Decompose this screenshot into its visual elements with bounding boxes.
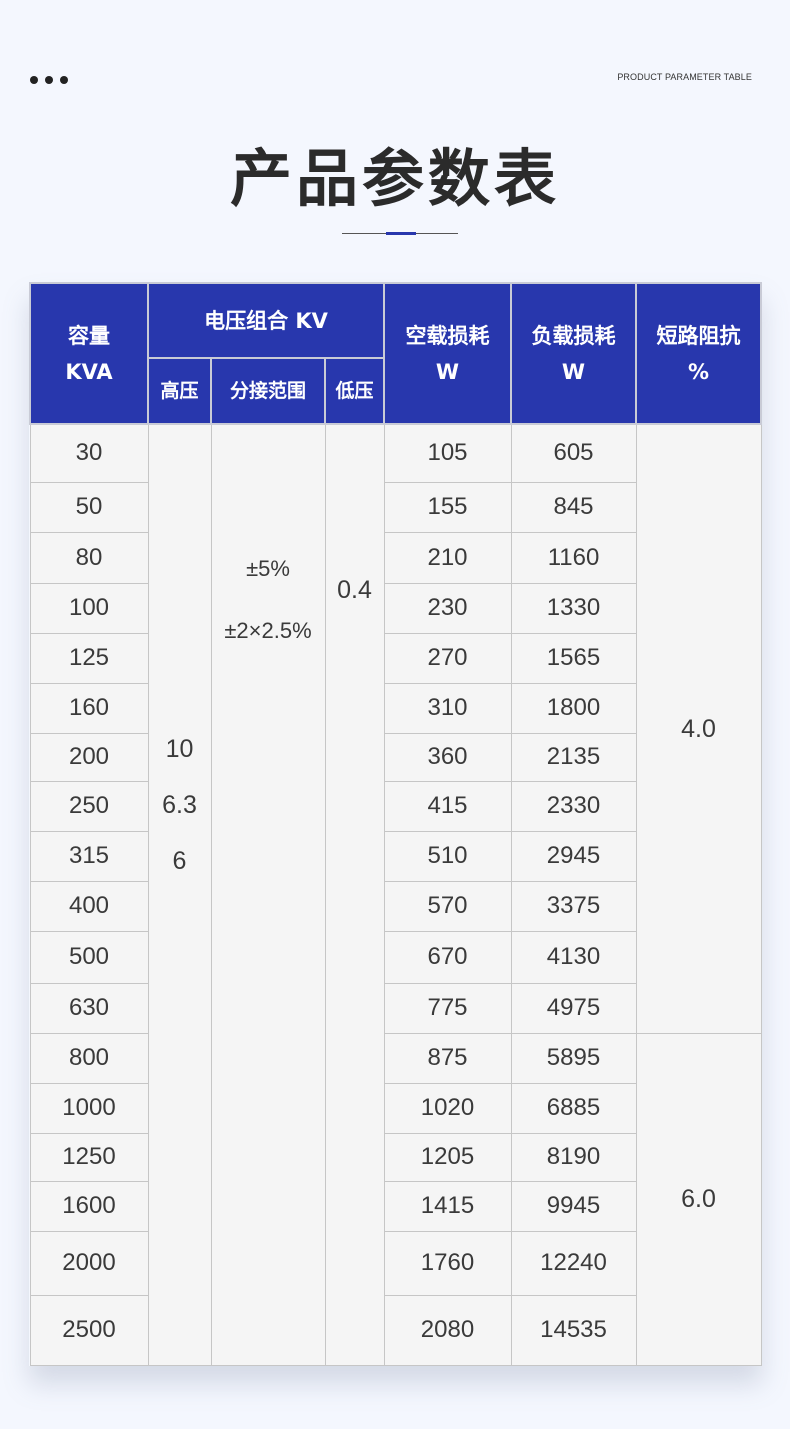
table-row: 100 230 1330 [29, 582, 761, 634]
noload-loss-cell: 415 [383, 780, 512, 832]
noload-loss-cell: 360 [383, 732, 512, 782]
load-loss-cell: 1330 [510, 582, 637, 634]
table-row: 30 10 6.3 6 ±5% ±2×2.5% 0.4 105 605 4.0 [29, 423, 762, 1366]
noload-loss-cell: 775 [383, 982, 512, 1034]
header-capacity: 容量 KVA [29, 282, 149, 425]
noload-loss-cell: 310 [383, 682, 512, 734]
noload-loss-cell: 1205 [383, 1132, 512, 1182]
load-loss-cell: 4975 [510, 982, 637, 1034]
capacity-cell: 125 [29, 632, 149, 684]
table-row: 800 875 5895 6.0 [29, 1032, 762, 1366]
page-subtitle: PRODUCT PARAMETER TABLE [617, 72, 752, 82]
noload-loss-cell: 875 [383, 1032, 512, 1084]
load-loss-cell: 4130 [510, 930, 637, 984]
load-loss-cell: 14535 [510, 1294, 637, 1366]
noload-loss-cell: 570 [383, 880, 512, 932]
capacity-cell: 80 [29, 531, 149, 584]
capacity-cell: 100 [29, 582, 149, 634]
header-voltage-group: 电压组合 KV [147, 282, 385, 359]
noload-loss-cell: 1415 [383, 1180, 512, 1232]
load-loss-cell: 2135 [510, 732, 637, 782]
header-low-voltage: 低压 [324, 357, 385, 425]
load-loss-cell: 8190 [510, 1132, 637, 1182]
load-loss-cell: 2945 [510, 830, 637, 882]
load-loss-cell: 845 [510, 481, 637, 533]
noload-loss-cell: 210 [383, 531, 512, 584]
table-row: 1000 1020 6885 [29, 1082, 761, 1134]
capacity-cell: 50 [29, 481, 149, 533]
table-row: 2500 2080 14535 [29, 1294, 761, 1366]
capacity-cell: 1600 [29, 1180, 149, 1232]
noload-loss-cell: 270 [383, 632, 512, 684]
table-row: 80 210 1160 [29, 531, 761, 584]
table-row: 160 310 1800 [29, 682, 761, 734]
capacity-cell: 250 [29, 780, 149, 832]
noload-loss-cell: 670 [383, 930, 512, 984]
table-row: 2000 1760 12240 [29, 1230, 761, 1296]
capacity-cell: 2500 [29, 1294, 149, 1366]
capacity-cell: 800 [29, 1032, 149, 1084]
header-load-loss: 负载损耗 W [510, 282, 637, 425]
load-loss-cell: 5895 [510, 1032, 637, 1084]
capacity-cell: 500 [29, 930, 149, 984]
table-row: 50 155 845 [29, 481, 761, 533]
header-tap-range: 分接范围 [210, 357, 326, 425]
load-loss-cell: 9945 [510, 1180, 637, 1232]
high-voltage-cell: 10 6.3 6 [147, 423, 212, 1366]
load-loss-cell: 2330 [510, 780, 637, 832]
capacity-cell: 2000 [29, 1230, 149, 1296]
load-loss-cell: 1160 [510, 531, 637, 584]
title-divider-accent [386, 232, 416, 235]
capacity-cell: 160 [29, 682, 149, 734]
noload-loss-cell: 1760 [383, 1230, 512, 1296]
noload-loss-cell: 155 [383, 481, 512, 533]
capacity-cell: 400 [29, 880, 149, 932]
table-row: 630 775 4975 [29, 982, 761, 1034]
load-loss-cell: 3375 [510, 880, 637, 932]
impedance-cell: 6.0 [635, 1032, 762, 1366]
page-title: 产品参数表 [229, 142, 560, 215]
load-loss-cell: 6885 [510, 1082, 637, 1134]
capacity-cell: 315 [29, 830, 149, 882]
noload-loss-cell: 1020 [383, 1082, 512, 1134]
capacity-cell: 1000 [29, 1082, 149, 1134]
table-row: 1600 1415 9945 [29, 1180, 761, 1232]
table-row: 250 415 2330 [29, 780, 761, 832]
load-loss-cell: 1800 [510, 682, 637, 734]
table-row: 315 510 2945 [29, 830, 761, 882]
more-dots-icon [30, 76, 68, 84]
low-voltage-cell: 0.4 [324, 423, 385, 1366]
noload-loss-cell: 2080 [383, 1294, 512, 1366]
header-noload-loss: 空载损耗 W [383, 282, 512, 425]
header-impedance: 短路阻抗% [635, 282, 762, 425]
load-loss-cell: 12240 [510, 1230, 637, 1296]
noload-loss-cell: 230 [383, 582, 512, 634]
table-row: 200 360 2135 [29, 732, 761, 782]
capacity-cell: 30 [29, 423, 149, 483]
header-high-voltage: 高压 [147, 357, 212, 425]
noload-loss-cell: 105 [383, 423, 512, 483]
capacity-cell: 630 [29, 982, 149, 1034]
product-parameter-table: 容量 KVA 电压组合 KV 空载损耗 W 负载损耗 W 短路阻抗% 高压 分接范围 … [29, 282, 762, 1366]
table-row: 125 270 1565 [29, 632, 761, 684]
capacity-cell: 1250 [29, 1132, 149, 1182]
impedance-cell: 4.0 [635, 423, 762, 1034]
load-loss-cell: 1565 [510, 632, 637, 684]
load-loss-cell: 605 [510, 423, 637, 483]
tap-range-cell: ±5% ±2×2.5% [210, 423, 326, 1366]
noload-loss-cell: 510 [383, 830, 512, 882]
capacity-cell: 200 [29, 732, 149, 782]
table-row: 500 670 4130 [29, 930, 761, 984]
table-row: 1250 1205 8190 [29, 1132, 761, 1182]
